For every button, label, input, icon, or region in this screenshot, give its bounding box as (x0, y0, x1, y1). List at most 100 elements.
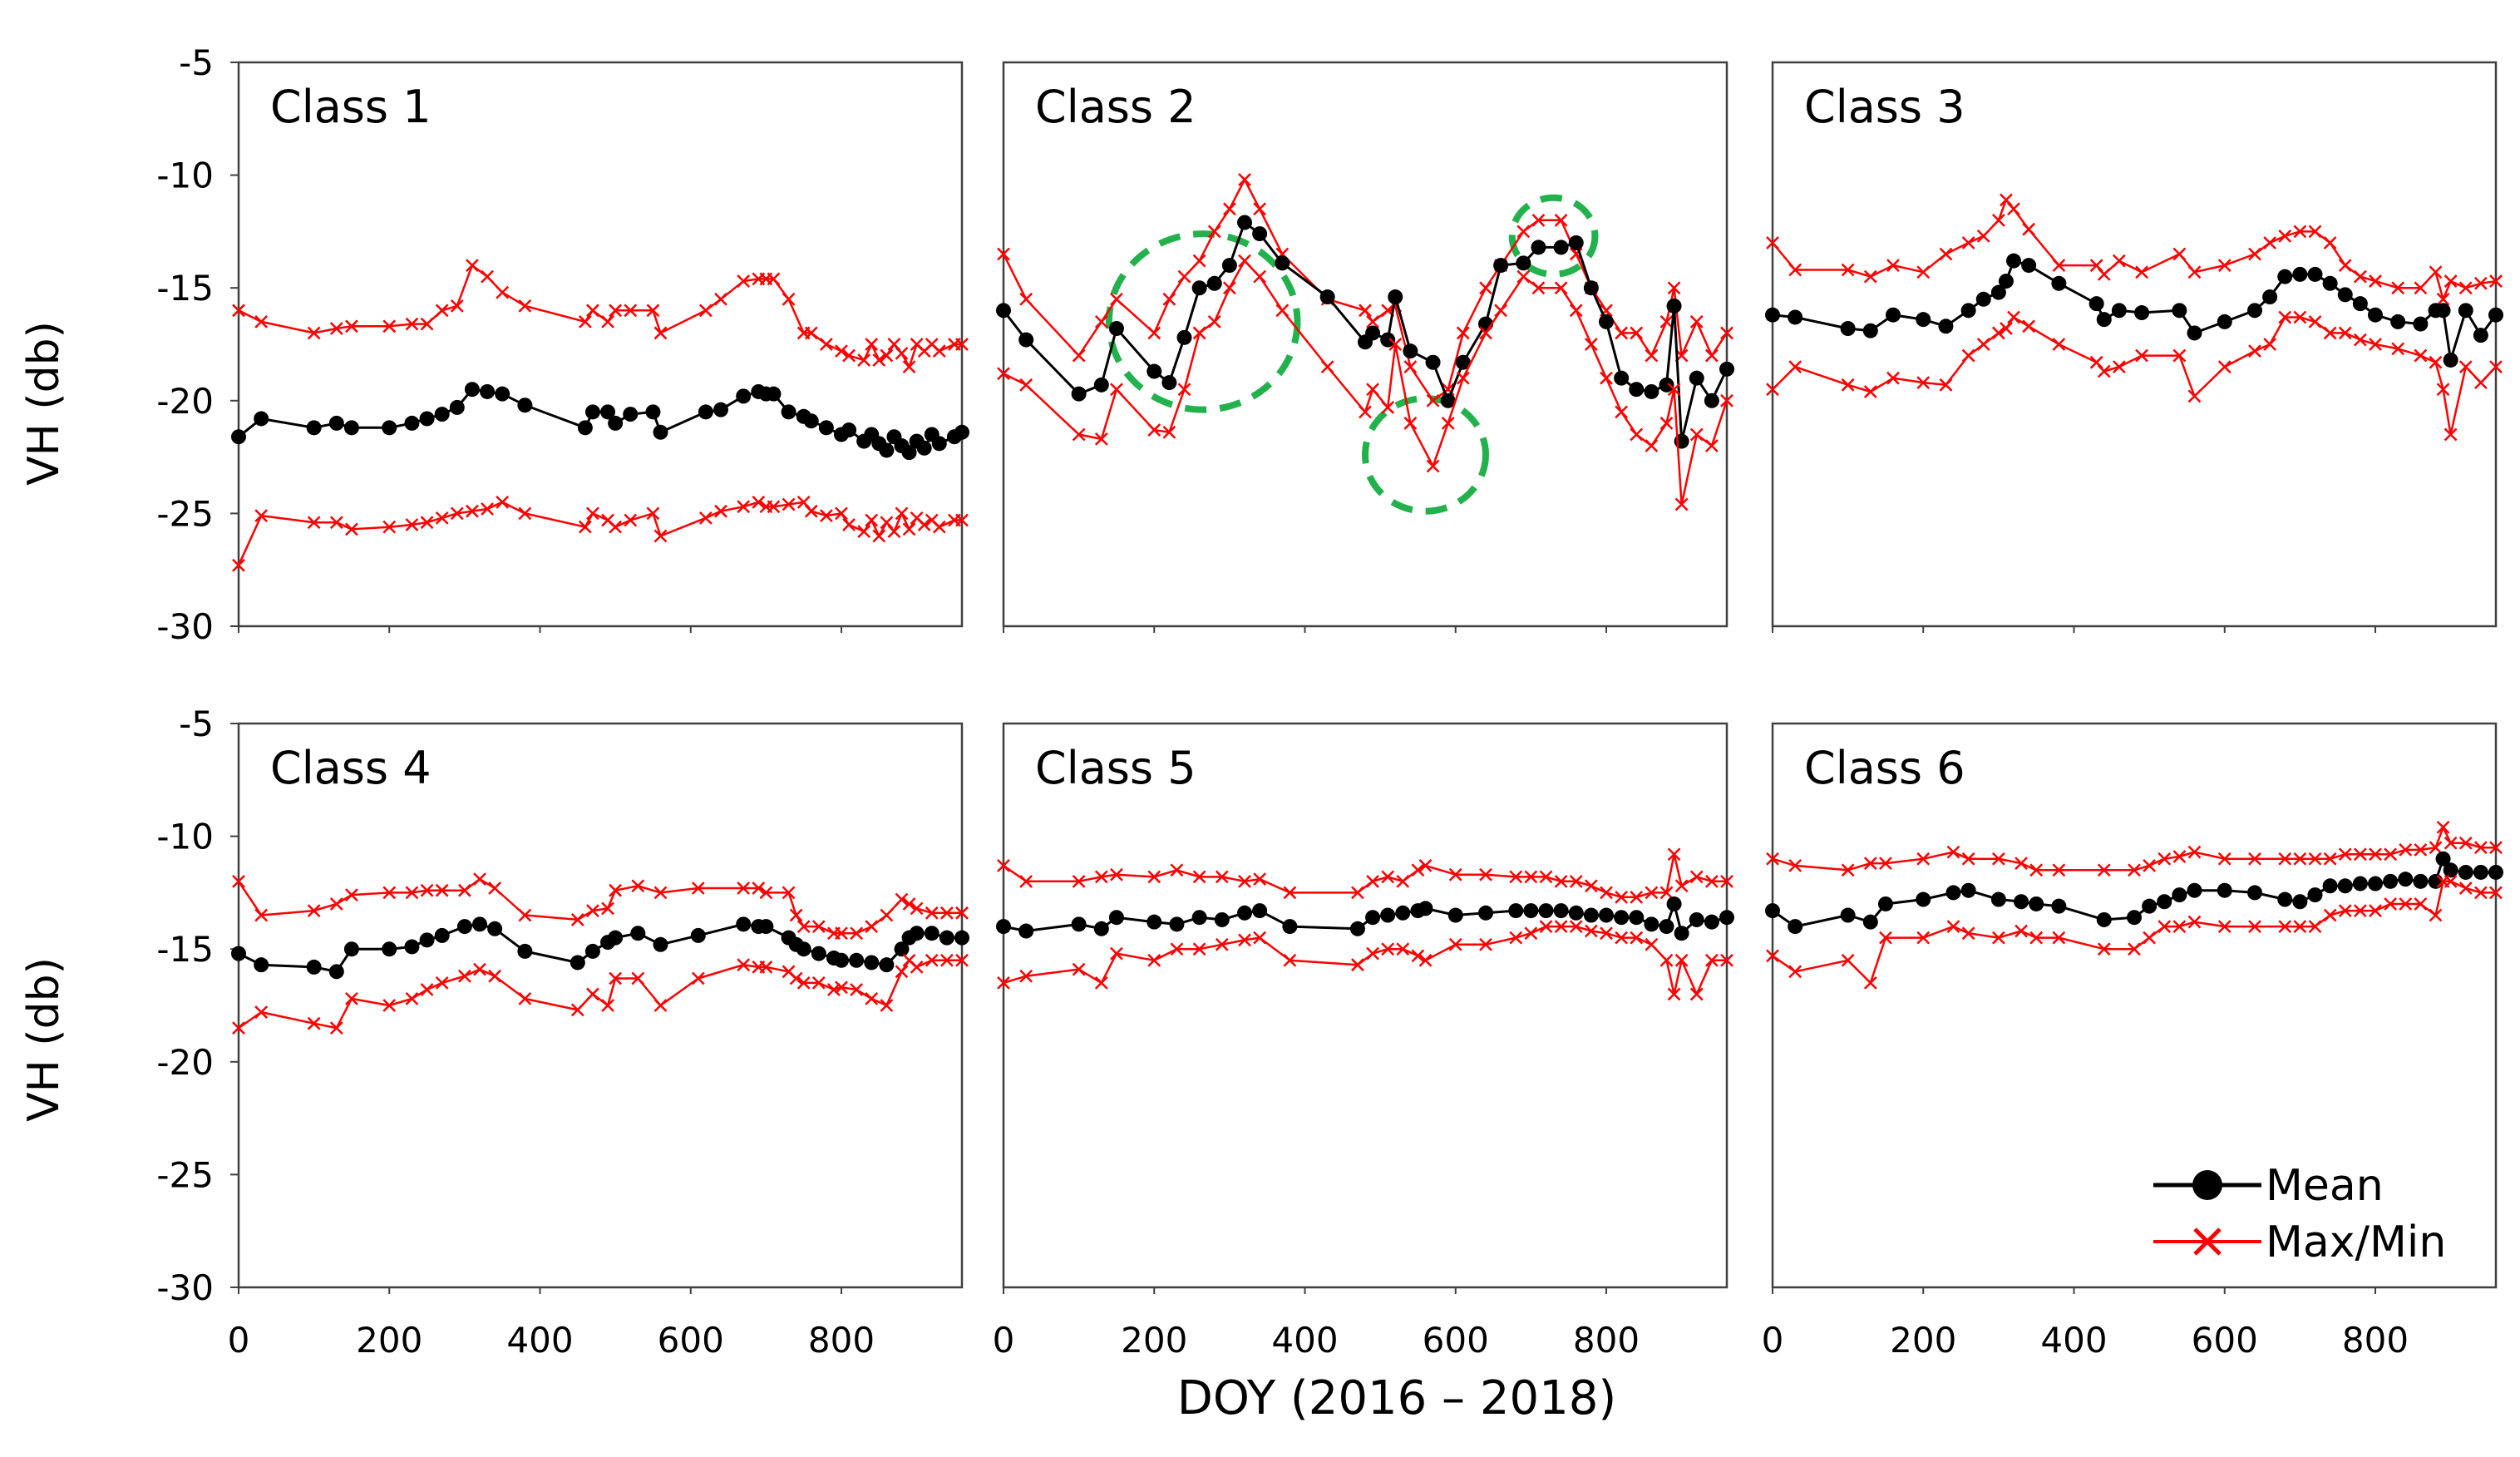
min-point (2308, 920, 2322, 933)
max-point (737, 882, 751, 895)
max-point (1841, 263, 1855, 277)
min-point (932, 520, 946, 534)
panel-frame (1002, 61, 1728, 628)
highlight-circle (1105, 230, 1301, 413)
mean-point (2187, 882, 2202, 898)
min-point (835, 506, 848, 521)
max-point (2029, 863, 2044, 877)
mean-point (1275, 255, 1290, 271)
mean-point (434, 927, 450, 943)
max-point (518, 299, 532, 313)
min-point (2248, 920, 2261, 933)
min-point (2097, 364, 2111, 378)
min-point (1600, 926, 1613, 941)
max-point (759, 886, 773, 900)
mean-point (1093, 921, 1109, 936)
min-point (1110, 383, 1123, 397)
max-point (646, 304, 660, 318)
max-point (405, 317, 419, 331)
mean-point (1282, 919, 1298, 935)
mean-point (306, 959, 322, 975)
min-point (1946, 920, 1960, 933)
min-point (2293, 920, 2307, 933)
min-point (435, 511, 449, 525)
min-point (518, 991, 532, 1005)
series-min-line (1003, 925, 1727, 995)
min-point (2369, 338, 2382, 351)
mean-point (2443, 352, 2458, 368)
min-point (488, 969, 502, 983)
mean-point (2307, 887, 2323, 903)
min-point (1554, 281, 1568, 295)
min-point (2015, 924, 2028, 938)
x-tick-label: 400 (1271, 1320, 1338, 1361)
min-point (631, 971, 645, 985)
max-point (880, 348, 894, 363)
max-point (1863, 269, 1877, 284)
max-point (435, 304, 449, 318)
max-point (2414, 281, 2428, 295)
min-point (1879, 931, 1892, 945)
mean-point (2352, 296, 2368, 312)
min-point (819, 509, 833, 522)
max-point (2414, 842, 2428, 857)
mean-point (495, 386, 510, 402)
panel-class-5: Class 5 0 200 400 600 800 (993, 722, 1734, 1361)
max-point (1667, 281, 1681, 295)
max-point (2278, 229, 2292, 243)
mean-point (1425, 354, 1441, 370)
max-point (450, 299, 464, 313)
max-point (1630, 326, 1644, 340)
max-point (1418, 858, 1433, 872)
mean-point (2488, 307, 2503, 323)
min-point (2369, 904, 2382, 917)
min-point (796, 975, 811, 990)
min-point (2029, 931, 2044, 945)
min-point (835, 980, 848, 995)
y-tick-label: -5 (179, 42, 214, 83)
x-tick-label: 800 (808, 1320, 875, 1361)
max-point (2143, 858, 2157, 872)
max-point (254, 908, 269, 922)
x-tick-label: 400 (2040, 1320, 2107, 1361)
min-point (1539, 920, 1553, 933)
mean-point (623, 407, 639, 422)
legend-mean-marker (2192, 1170, 2222, 1200)
max-point (2248, 852, 2261, 866)
legend: Mean Max/Min (2153, 1161, 2446, 1267)
mean-point (2029, 896, 2044, 911)
max-point (1689, 870, 1704, 884)
max-point (1554, 213, 1568, 227)
mean-point (939, 930, 954, 946)
mean-point (1018, 923, 1034, 939)
mean-point (2096, 911, 2112, 927)
max-point (1991, 213, 2005, 227)
panel-title: Class 2 (1035, 81, 1196, 133)
max-point (880, 908, 894, 922)
max-point (767, 272, 781, 286)
min-point (1215, 937, 1229, 951)
max-point (1788, 263, 1802, 277)
max-point (895, 346, 909, 360)
max-point (1207, 225, 1221, 239)
mean-point (1147, 914, 1162, 930)
min-point (2338, 904, 2352, 917)
max-point (1366, 874, 1379, 888)
max-point (254, 314, 269, 328)
mean-point (1206, 275, 1222, 291)
min-point (887, 525, 901, 538)
min-point (1991, 931, 2005, 945)
min-point (1509, 931, 1523, 945)
mean-point (1380, 907, 1396, 923)
mean-point (2172, 303, 2187, 319)
max-point (624, 304, 638, 318)
series-max-line (1772, 826, 2496, 872)
x-tick-label: 400 (506, 1320, 573, 1361)
mean-point (954, 424, 969, 440)
min-point (1788, 360, 1802, 374)
mean-point (1161, 375, 1177, 391)
min-point (1479, 326, 1492, 340)
max-point (1479, 867, 1492, 882)
x-axis-label: DOY (2016 – 2018) (1177, 1371, 1616, 1425)
min-point (2187, 389, 2202, 403)
